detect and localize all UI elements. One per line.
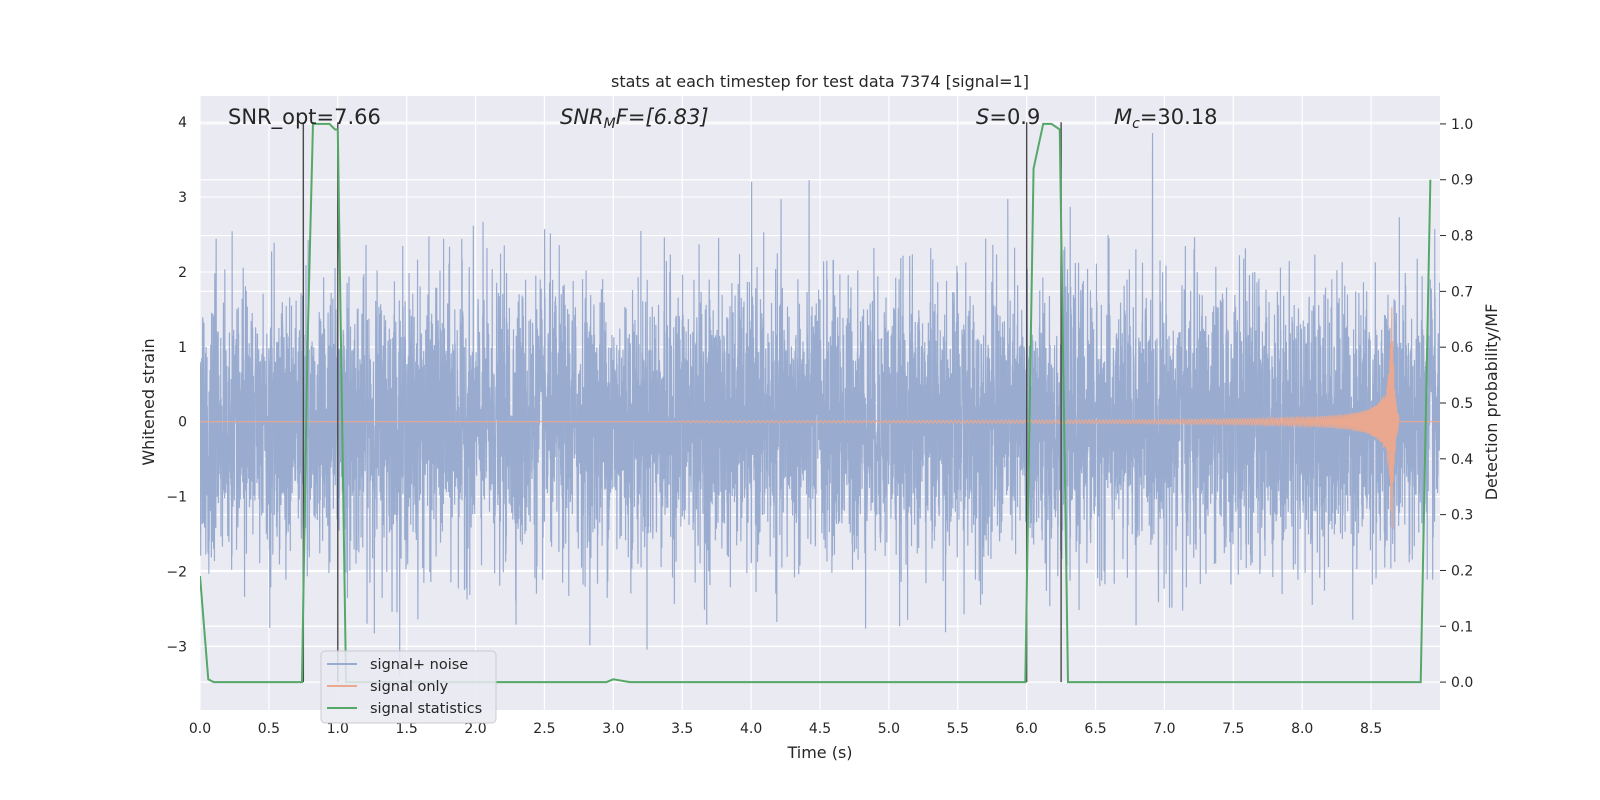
- x-tick-label: 8.0: [1291, 721, 1313, 737]
- line-signal-plus-noise: [200, 133, 1440, 676]
- x-tick-label: 5.0: [878, 721, 900, 737]
- x-axis-ticks: 0.0 0.5 1.0 1.5 2.0 2.5 3.0 3.5 4.0 4.5 5.0 5.5 6.0 6…: [189, 721, 1382, 737]
- x-tick-label: 1.5: [396, 721, 418, 737]
- y-left-tick-label: 3: [178, 190, 187, 206]
- y-left-tick-label: −1: [166, 490, 187, 506]
- legend-box: [320, 650, 497, 724]
- y-right-tick-label: 0.4: [1451, 452, 1473, 468]
- annotation-snr-mf: SNRMF=[6.83]: [560, 105, 709, 132]
- y-right-tick-label: 0.1: [1451, 619, 1473, 635]
- x-tick-label: 7.0: [1153, 721, 1175, 737]
- x-tick-label: 7.5: [1222, 721, 1244, 737]
- y-left-tick-label: 1: [178, 340, 187, 356]
- annotation-mc: Mc=30.18: [1114, 105, 1218, 132]
- legend: signal+ noise signal only signal statist…: [320, 650, 497, 724]
- legend-label-signal: signal only: [370, 679, 449, 695]
- chart-title: stats at each timestep for test data 737…: [611, 72, 1029, 91]
- y-right-tick-label: 0.0: [1451, 675, 1473, 691]
- x-tick-label: 0.0: [189, 721, 211, 737]
- x-tick-label: 3.5: [671, 721, 693, 737]
- x-tick-label: 0.5: [258, 721, 280, 737]
- x-tick-label: 4.0: [740, 721, 762, 737]
- x-tick-label: 6.0: [1016, 721, 1038, 737]
- y-right-tick-label: 0.7: [1451, 284, 1473, 300]
- x-axis-label: Time (s): [786, 743, 852, 762]
- y-right-tick-label: 0.3: [1451, 508, 1473, 524]
- legend-label-noise: signal+ noise: [370, 657, 468, 673]
- series-signal-only: [200, 307, 1440, 528]
- line-signal-statistics: [200, 122, 1432, 684]
- y-right-tick-label: 0.2: [1451, 563, 1473, 579]
- x-tick-label: 1.0: [327, 721, 349, 737]
- y-left-tick-label: 0: [178, 415, 187, 431]
- x-tick-label: 6.5: [1084, 721, 1106, 737]
- y-right-tick-label: 1.0: [1451, 117, 1473, 133]
- y-axis-right-label: Detection probability/MF: [1482, 304, 1501, 501]
- y-axis-left-label: Whitened strain: [139, 338, 158, 465]
- x-tick-label: 2.0: [464, 721, 486, 737]
- y-right-tick-label: 0.6: [1451, 340, 1473, 356]
- y-right-tick-label: 0.5: [1451, 396, 1473, 412]
- y-left-tick-label: 4: [178, 115, 187, 131]
- annotation-snr-opt: SNR_opt=7.66: [228, 105, 381, 130]
- x-tick-label: 2.5: [533, 721, 555, 737]
- y-axis-left-ticks: −3 −2 −1 0 1 2 3 4: [166, 115, 187, 655]
- x-tick-label: 4.5: [809, 721, 831, 737]
- y-left-tick-label: −3: [166, 639, 187, 655]
- series-signal-statistics: [200, 122, 1432, 684]
- y-left-tick-label: −2: [166, 564, 187, 580]
- y-right-tick-label: 0.8: [1451, 229, 1473, 245]
- x-tick-label: 8.5: [1360, 721, 1382, 737]
- x-tick-label: 3.0: [602, 721, 624, 737]
- y-axis-right-ticks: 0.0 0.1 0.2 0.3 0.4 0.5 0.6 0.7 0.8 0.9 1.0: [1440, 117, 1473, 691]
- line-signal-only: [200, 307, 1440, 528]
- series-signal-plus-noise: [200, 133, 1440, 676]
- x-tick-label: 5.5: [947, 721, 969, 737]
- annotation-s: S=0.9: [976, 105, 1040, 129]
- y-right-tick-label: 0.9: [1451, 173, 1473, 189]
- legend-label-stats: signal statistics: [370, 701, 482, 717]
- y-left-tick-label: 2: [178, 265, 187, 281]
